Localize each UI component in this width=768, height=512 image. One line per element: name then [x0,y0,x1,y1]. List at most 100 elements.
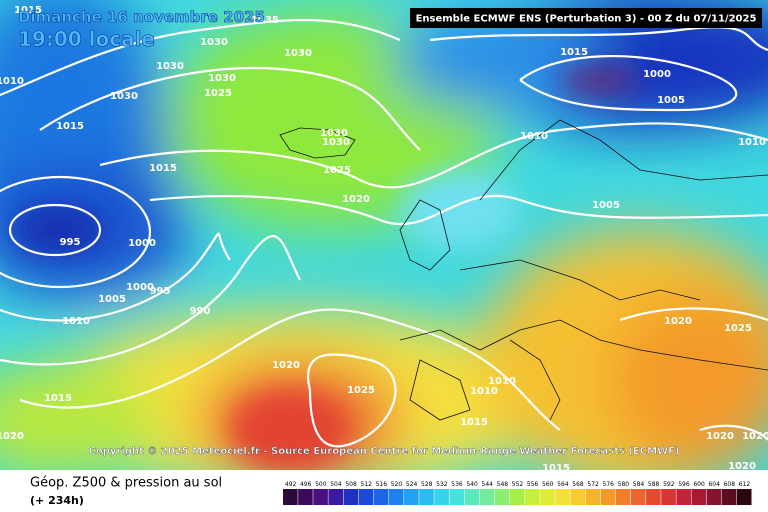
scale-swatch [691,489,707,505]
scale-label: 524 [406,481,418,488]
scale-label: 588 [648,481,660,488]
scale-label: 516 [376,481,388,488]
isobar-label: 1000 [643,69,671,80]
scale-swatch [706,489,722,505]
scale-swatch [449,489,465,505]
isobar-label: 1005 [98,294,126,305]
scale-label: 492 [285,481,297,488]
isobar-label: 1010 [520,131,548,142]
scale-swatch [646,489,661,505]
scale-label: 580 [618,481,630,488]
scale-label: 552 [512,481,524,488]
isobars [0,18,768,448]
isobar-label: 1020 [728,461,756,472]
isobar-label: 1030 [322,137,350,148]
scale-swatch [736,489,752,505]
scale-label: 612 [739,481,751,488]
isobar-label: 1010 [0,76,24,87]
scale-swatch [328,489,344,505]
isobar-label: 1010 [738,137,766,148]
date-title: Dimanche 16 novembre 2025 [18,8,265,26]
scale-label: 556 [527,481,539,488]
legend-title: Géop. Z500 & pression au sol [30,476,222,491]
scale-swatch [540,489,555,505]
isobar-labels: 1015103510301030103010301030102510101015… [0,5,768,474]
scale-label: 512 [360,481,372,488]
scale-swatch [358,489,374,505]
scale-swatch [615,489,631,505]
isobar-label: 995 [150,286,171,297]
scale-label: 508 [345,481,357,488]
scale-swatch [419,489,434,505]
scale-label: 564 [557,481,569,488]
isobar-label: 1025 [204,88,232,99]
isobar-label: 1020 [272,360,300,371]
scale-label: 500 [315,481,327,488]
scale-label: 560 [542,481,554,488]
scale-label: 532 [436,481,448,488]
scale-swatch [313,489,328,505]
isobar-label: 1025 [323,165,351,176]
scale-label: 604 [708,481,720,488]
scale-swatch [404,489,419,505]
isobar-label: 1035 [251,15,279,26]
scale-swatch [570,489,586,505]
scale-swatch [464,489,480,505]
scale-swatch [298,489,313,505]
isobar-label: 1020 [0,431,24,442]
scale-swatch [509,489,525,505]
scale-swatch [630,489,646,505]
isobar-label: 1000 [126,282,154,293]
isobar-label: 1015 [542,463,570,474]
scale-swatch [494,489,510,505]
isobar-label: 1020 [342,194,370,205]
scale-label: 496 [300,481,312,488]
scale-swatch [479,489,495,505]
isobar-label: 1015 [460,417,488,428]
scale-label: 504 [330,481,342,488]
scale-swatch [585,489,601,505]
isobar-label: 990 [190,306,211,317]
isobar-label: 1030 [320,128,348,139]
color-scale: 492 496 500 504 508 512 516 520 524 528 532 536 540 5… [283,481,752,505]
scale-label: 576 [603,481,615,488]
scale-label: 592 [663,481,675,488]
scale-label: 608 [724,481,736,488]
scale-swatch [434,489,449,505]
isobar-label: 1020 [742,431,768,442]
scale-label: 568 [572,481,584,488]
isobar-label: 1015 [56,121,84,132]
isobar-label: 1010 [470,386,498,397]
copyright: Copyright © 2025 Meteociel.fr - Source E… [89,446,680,457]
isobar-label: 1015 [14,5,42,16]
scale-label: 548 [497,481,509,488]
isobar-label: 1005 [657,95,685,106]
scale-label: 540 [466,481,478,488]
isobar-label: 1015 [149,163,177,174]
isobar-label: 1015 [560,47,588,58]
scale-swatch [600,489,616,505]
scale-label: 584 [633,481,645,488]
field [0,0,768,490]
scale-swatch [676,489,691,505]
isobar-label: 1010 [62,316,90,327]
isobar-label: 1030 [156,61,184,72]
scale-swatch [525,489,540,505]
scale-label: 544 [482,481,494,488]
isobar-label: 1025 [724,323,752,334]
isobar-label: 1025 [347,385,375,396]
run-info: Ensemble ECMWF ENS (Perturbation 3) - 00… [416,14,757,25]
scale-swatch [388,489,404,505]
run-box [410,8,762,28]
scale-label: 600 [693,481,705,488]
isobar-label: 1030 [200,37,228,48]
isobar-label: 1005 [592,200,620,211]
time-title: 19:00 locale [18,27,155,51]
scale-swatch [283,489,298,505]
isobar-label: 1030 [110,91,138,102]
scale-swatch [721,489,737,505]
isobar-label: 1030 [284,48,312,59]
scale-swatch [373,489,389,505]
isobar-label: 1020 [664,316,692,327]
